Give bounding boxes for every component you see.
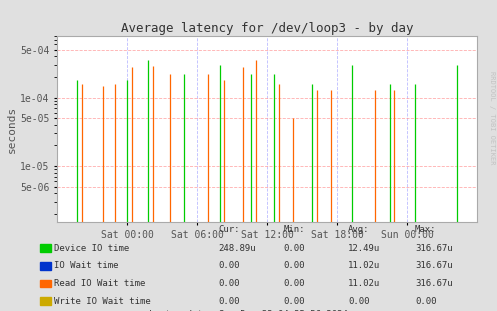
Text: RRDTOOL / TOBI OETIKER: RRDTOOL / TOBI OETIKER xyxy=(489,72,495,165)
Text: 12.49u: 12.49u xyxy=(348,244,380,253)
Text: Cur:: Cur: xyxy=(219,225,240,234)
Text: IO Wait time: IO Wait time xyxy=(54,262,118,270)
Text: 0.00: 0.00 xyxy=(348,297,369,306)
Text: Min:: Min: xyxy=(283,225,305,234)
Text: 0.00: 0.00 xyxy=(415,297,436,306)
Text: 0.00: 0.00 xyxy=(219,297,240,306)
Text: Avg:: Avg: xyxy=(348,225,369,234)
Text: 0.00: 0.00 xyxy=(219,279,240,288)
Text: 248.89u: 248.89u xyxy=(219,244,256,253)
Text: 11.02u: 11.02u xyxy=(348,279,380,288)
Text: Max:: Max: xyxy=(415,225,436,234)
Text: 0.00: 0.00 xyxy=(283,279,305,288)
Text: 0.00: 0.00 xyxy=(219,262,240,270)
Text: Device IO time: Device IO time xyxy=(54,244,129,253)
Text: 316.67u: 316.67u xyxy=(415,262,453,270)
Title: Average latency for /dev/loop3 - by day: Average latency for /dev/loop3 - by day xyxy=(121,21,414,35)
Text: Read IO Wait time: Read IO Wait time xyxy=(54,279,145,288)
Text: 316.67u: 316.67u xyxy=(415,244,453,253)
Text: 11.02u: 11.02u xyxy=(348,262,380,270)
Text: 316.67u: 316.67u xyxy=(415,279,453,288)
Text: 0.00: 0.00 xyxy=(283,244,305,253)
Text: 0.00: 0.00 xyxy=(283,297,305,306)
Text: Last update: Sun Dec 22 04:35:56 2024: Last update: Sun Dec 22 04:35:56 2024 xyxy=(149,310,348,311)
Y-axis label: seconds: seconds xyxy=(7,105,17,153)
Text: 0.00: 0.00 xyxy=(283,262,305,270)
Text: Write IO Wait time: Write IO Wait time xyxy=(54,297,151,306)
